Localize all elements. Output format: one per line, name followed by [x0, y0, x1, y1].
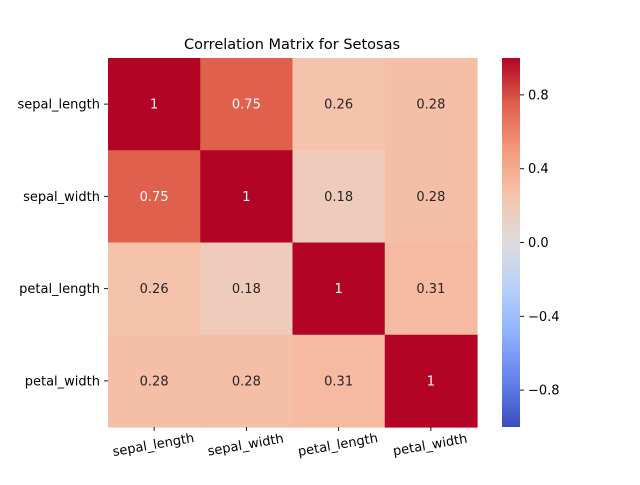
heatmap-cell: [384, 58, 478, 151]
heatmap-cell: [292, 242, 386, 336]
heatmap-cell: [200, 334, 294, 428]
heatmap-cell: [384, 334, 478, 428]
colorbar-tick-label: −0.8: [528, 384, 560, 399]
heatmap-cell: [384, 242, 478, 336]
cell-value-label: 1: [150, 98, 158, 113]
heatmap-cell: [108, 334, 201, 428]
x-tick-label: petal_width: [392, 432, 469, 460]
cell-value-label: 0.31: [324, 374, 353, 389]
y-tick-label: sepal_length: [17, 98, 100, 113]
heatmap-cell: [292, 334, 386, 428]
y-tick-label: petal_length: [19, 282, 100, 297]
colorbar-tick-label: 0.8: [528, 88, 549, 103]
cell-value-label: 0.75: [140, 190, 169, 205]
cell-value-label: 0.26: [324, 98, 353, 113]
x-tick-label: sepal_length: [112, 431, 196, 460]
x-tick-label: petal_length: [297, 431, 379, 460]
y-axis-tick-labels: sepal_length sepal_width petal_lengthpetal…: [17, 98, 108, 389]
cell-value-label: 0.28: [140, 374, 169, 389]
cell-value-label: 1: [427, 374, 435, 389]
y-tick-label: petal_width: [25, 374, 100, 389]
heatmap-cells: [108, 58, 478, 428]
heatmap-cell: [108, 150, 201, 244]
heatmap-cell: [108, 242, 201, 336]
colorbar-tick-label: 0.0: [528, 236, 549, 251]
x-axis-tick-labels: sepal_length sepal_width petal_length petal…: [112, 427, 469, 460]
colorbar-gradient: [502, 58, 520, 427]
cell-value-label: 0.18: [232, 282, 261, 297]
cell-value-label: 1: [334, 282, 342, 297]
cell-value-label: 0.28: [232, 374, 261, 389]
x-tick-label: sepal_width: [207, 431, 285, 459]
colorbar: 0.8 0.4 0.0 −0.4 −0.8: [502, 58, 560, 427]
cell-value-label: 0.31: [416, 282, 445, 297]
y-tick-label: sepal_width: [23, 190, 100, 205]
colorbar-tick-label: −0.4: [528, 310, 560, 325]
cell-value-label: 0.26: [140, 282, 169, 297]
heatmap-cell: [384, 150, 478, 244]
cell-value-label: 0.75: [232, 98, 261, 113]
heatmap-cell: [292, 150, 386, 244]
heatmap-annotations: 1 0.75 0.26 0.28 0.75 1 0.18 0.28 0.26 0.18 1 0.31 0…: [140, 98, 446, 390]
heatmap-cell: [200, 150, 294, 244]
cell-value-label: 0.28: [416, 98, 445, 113]
cell-value-label: 0.18: [324, 190, 353, 205]
cell-value-label: 1: [242, 190, 250, 205]
heatmap-cell: [200, 242, 294, 336]
colorbar-tick-label: 0.4: [528, 162, 549, 177]
heatmap-cell: [108, 58, 201, 151]
cell-value-label: 0.28: [416, 190, 445, 205]
heatmap-cell: [200, 58, 294, 151]
chart-title: Correlation Matrix for Setosas: [184, 37, 400, 53]
heatmap-cell: [292, 58, 386, 151]
